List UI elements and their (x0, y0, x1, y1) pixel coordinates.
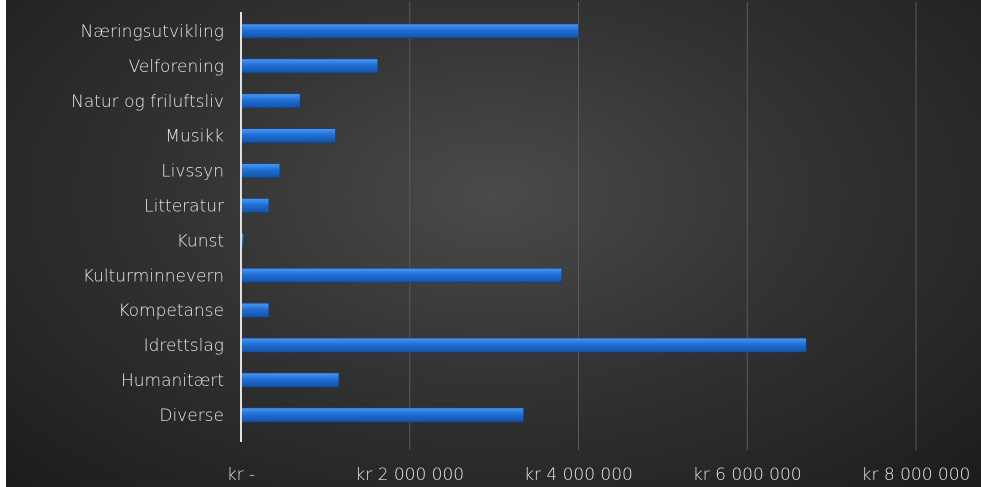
bar (240, 58, 378, 74)
category-label: Kunst (177, 231, 224, 251)
chart-svg: Næringsutvikling Velforening Natur og fril… (71, 2, 971, 485)
x-tick-label: kr 2 000 000 (355, 465, 464, 485)
category-label: Velforening (129, 57, 224, 77)
category-label: Næringsutvikling (81, 22, 224, 42)
category-label: Natur og friluftsliv (71, 92, 224, 112)
gridlines (409, 2, 917, 450)
category-label: Livssyn (161, 162, 224, 182)
x-tick-label: kr - (227, 465, 255, 485)
bar (240, 372, 340, 388)
bar (240, 163, 281, 178)
bar (240, 267, 562, 283)
x-tick-labels: kr - kr 2 000 000 kr 4 000 000 kr 6 000 000… (227, 465, 971, 485)
bar (240, 337, 807, 353)
bar (240, 302, 270, 318)
bar (240, 93, 301, 109)
category-label: Diverse (159, 406, 224, 426)
bar (240, 128, 336, 143)
category-label: Kompetanse (118, 301, 224, 321)
bar (240, 198, 270, 213)
category-label: Idrettslag (144, 336, 224, 356)
x-tick-label: kr 4 000 000 (524, 465, 633, 485)
category-labels: Næringsutvikling Velforening Natur og fril… (71, 22, 224, 426)
bars (240, 23, 807, 423)
x-tick-label: kr 8 000 000 (862, 465, 971, 485)
x-tick-label: kr 6 000 000 (693, 465, 802, 485)
category-label: Kulturminnevern (83, 266, 224, 286)
category-label: Humanitært (121, 371, 224, 391)
bar (240, 23, 579, 39)
bar (240, 407, 524, 423)
bar-chart: Næringsutvikling Velforening Natur og fril… (6, 0, 981, 487)
category-label: Musikk (165, 127, 224, 147)
category-label: Litteratur (144, 197, 224, 217)
